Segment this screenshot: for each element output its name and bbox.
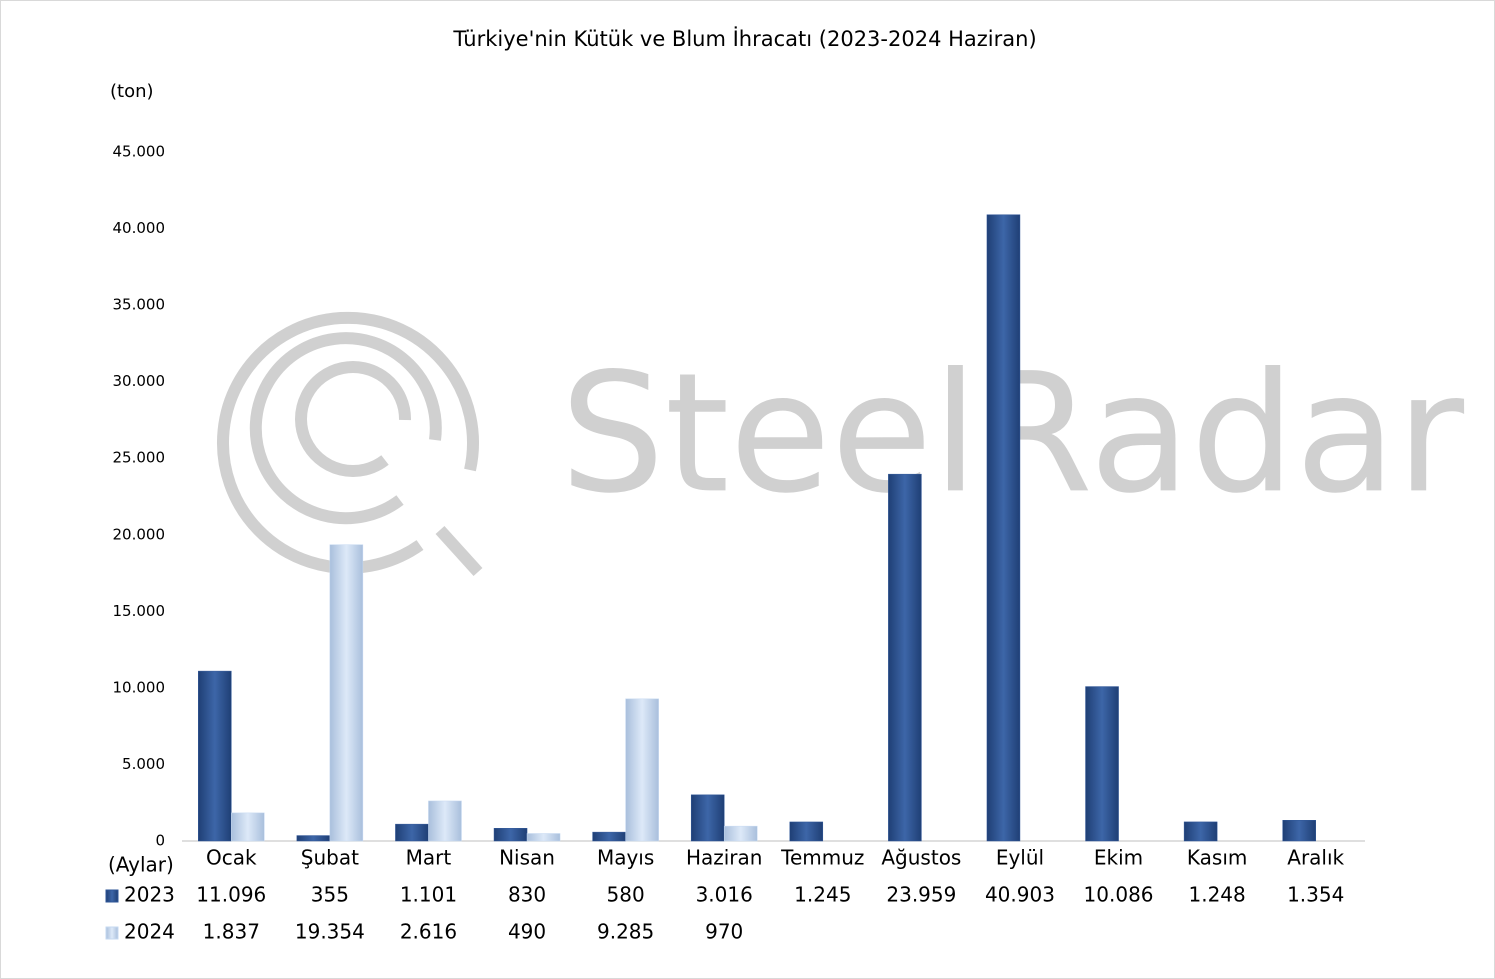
bar xyxy=(395,823,429,842)
data-table-value: 40.903 xyxy=(985,883,1055,907)
data-table-value: 19.354 xyxy=(295,920,365,944)
bar xyxy=(789,821,824,842)
y-tick-label: 0 xyxy=(155,832,165,850)
bar xyxy=(329,544,364,842)
data-table-value: 10.086 xyxy=(1084,883,1154,907)
y-tick-label: 45.000 xyxy=(113,143,166,161)
watermark-logo xyxy=(217,311,483,577)
bar xyxy=(526,833,561,842)
data-table-value: 2.616 xyxy=(400,920,457,944)
data-table-value: 580 xyxy=(607,883,645,907)
x-tick-label: Eylül xyxy=(996,846,1044,870)
x-tick-label: Ocak xyxy=(206,846,257,870)
data-table-value: 1.245 xyxy=(794,883,851,907)
bar xyxy=(625,698,659,842)
data-table-value: 3.016 xyxy=(696,883,753,907)
bar xyxy=(1085,686,1119,842)
bar xyxy=(888,473,922,842)
legend-label: 2023 xyxy=(124,883,175,907)
data-table-value: 355 xyxy=(311,883,349,907)
y-tick-label: 15.000 xyxy=(113,602,166,620)
x-tick-label: Mart xyxy=(406,846,452,870)
bar xyxy=(986,214,1021,842)
data-table-value: 830 xyxy=(508,883,546,907)
y-tick-label: 20.000 xyxy=(113,525,166,543)
x-tick-label: Temmuz xyxy=(780,846,864,870)
data-table-value: 1.354 xyxy=(1287,883,1344,907)
x-tick-label: Ekim xyxy=(1094,846,1143,870)
x-tick-label: Şubat xyxy=(301,846,359,870)
bar xyxy=(493,828,528,842)
x-axis-label: (Aylar) xyxy=(108,853,174,877)
legend-label: 2024 xyxy=(124,920,175,944)
x-tick-label: Ağustos xyxy=(881,846,961,870)
bar xyxy=(690,794,725,842)
chart-title: Türkiye'nin Kütük ve Blum İhracatı (2023… xyxy=(452,26,1036,51)
data-table-value: 1.248 xyxy=(1188,883,1245,907)
x-tick-label: Kasım xyxy=(1187,846,1247,870)
x-tick-label: Nisan xyxy=(499,846,555,870)
x-tick-label: Aralık xyxy=(1287,846,1344,870)
data-table-value: 1.837 xyxy=(203,920,260,944)
bar xyxy=(723,825,758,842)
data-table-value: 9.285 xyxy=(597,920,654,944)
data-table-value: 970 xyxy=(705,920,743,944)
data-table-value: 11.096 xyxy=(196,883,266,907)
y-tick-label: 5.000 xyxy=(122,755,165,773)
bar xyxy=(428,800,462,842)
y-tick-label: 40.000 xyxy=(113,219,166,237)
data-table-value: 23.959 xyxy=(886,883,956,907)
bar xyxy=(296,835,331,842)
y-tick-label: 10.000 xyxy=(113,678,166,696)
y-tick-label: 25.000 xyxy=(113,449,166,467)
bar xyxy=(1183,821,1218,842)
y-axis-label: (ton) xyxy=(110,81,154,102)
bar xyxy=(1282,820,1316,842)
y-tick-label: 35.000 xyxy=(113,296,166,314)
y-tick-label: 30.000 xyxy=(113,372,166,390)
legend-key xyxy=(105,926,119,940)
data-table-value: 1.101 xyxy=(400,883,457,907)
bar xyxy=(231,812,265,842)
x-tick-label: Haziran xyxy=(686,846,763,870)
bar xyxy=(592,831,626,842)
legend-key xyxy=(105,889,119,903)
bar xyxy=(198,670,232,842)
x-tick-label: Mayıs xyxy=(597,846,654,870)
data-table-value: 490 xyxy=(508,920,546,944)
